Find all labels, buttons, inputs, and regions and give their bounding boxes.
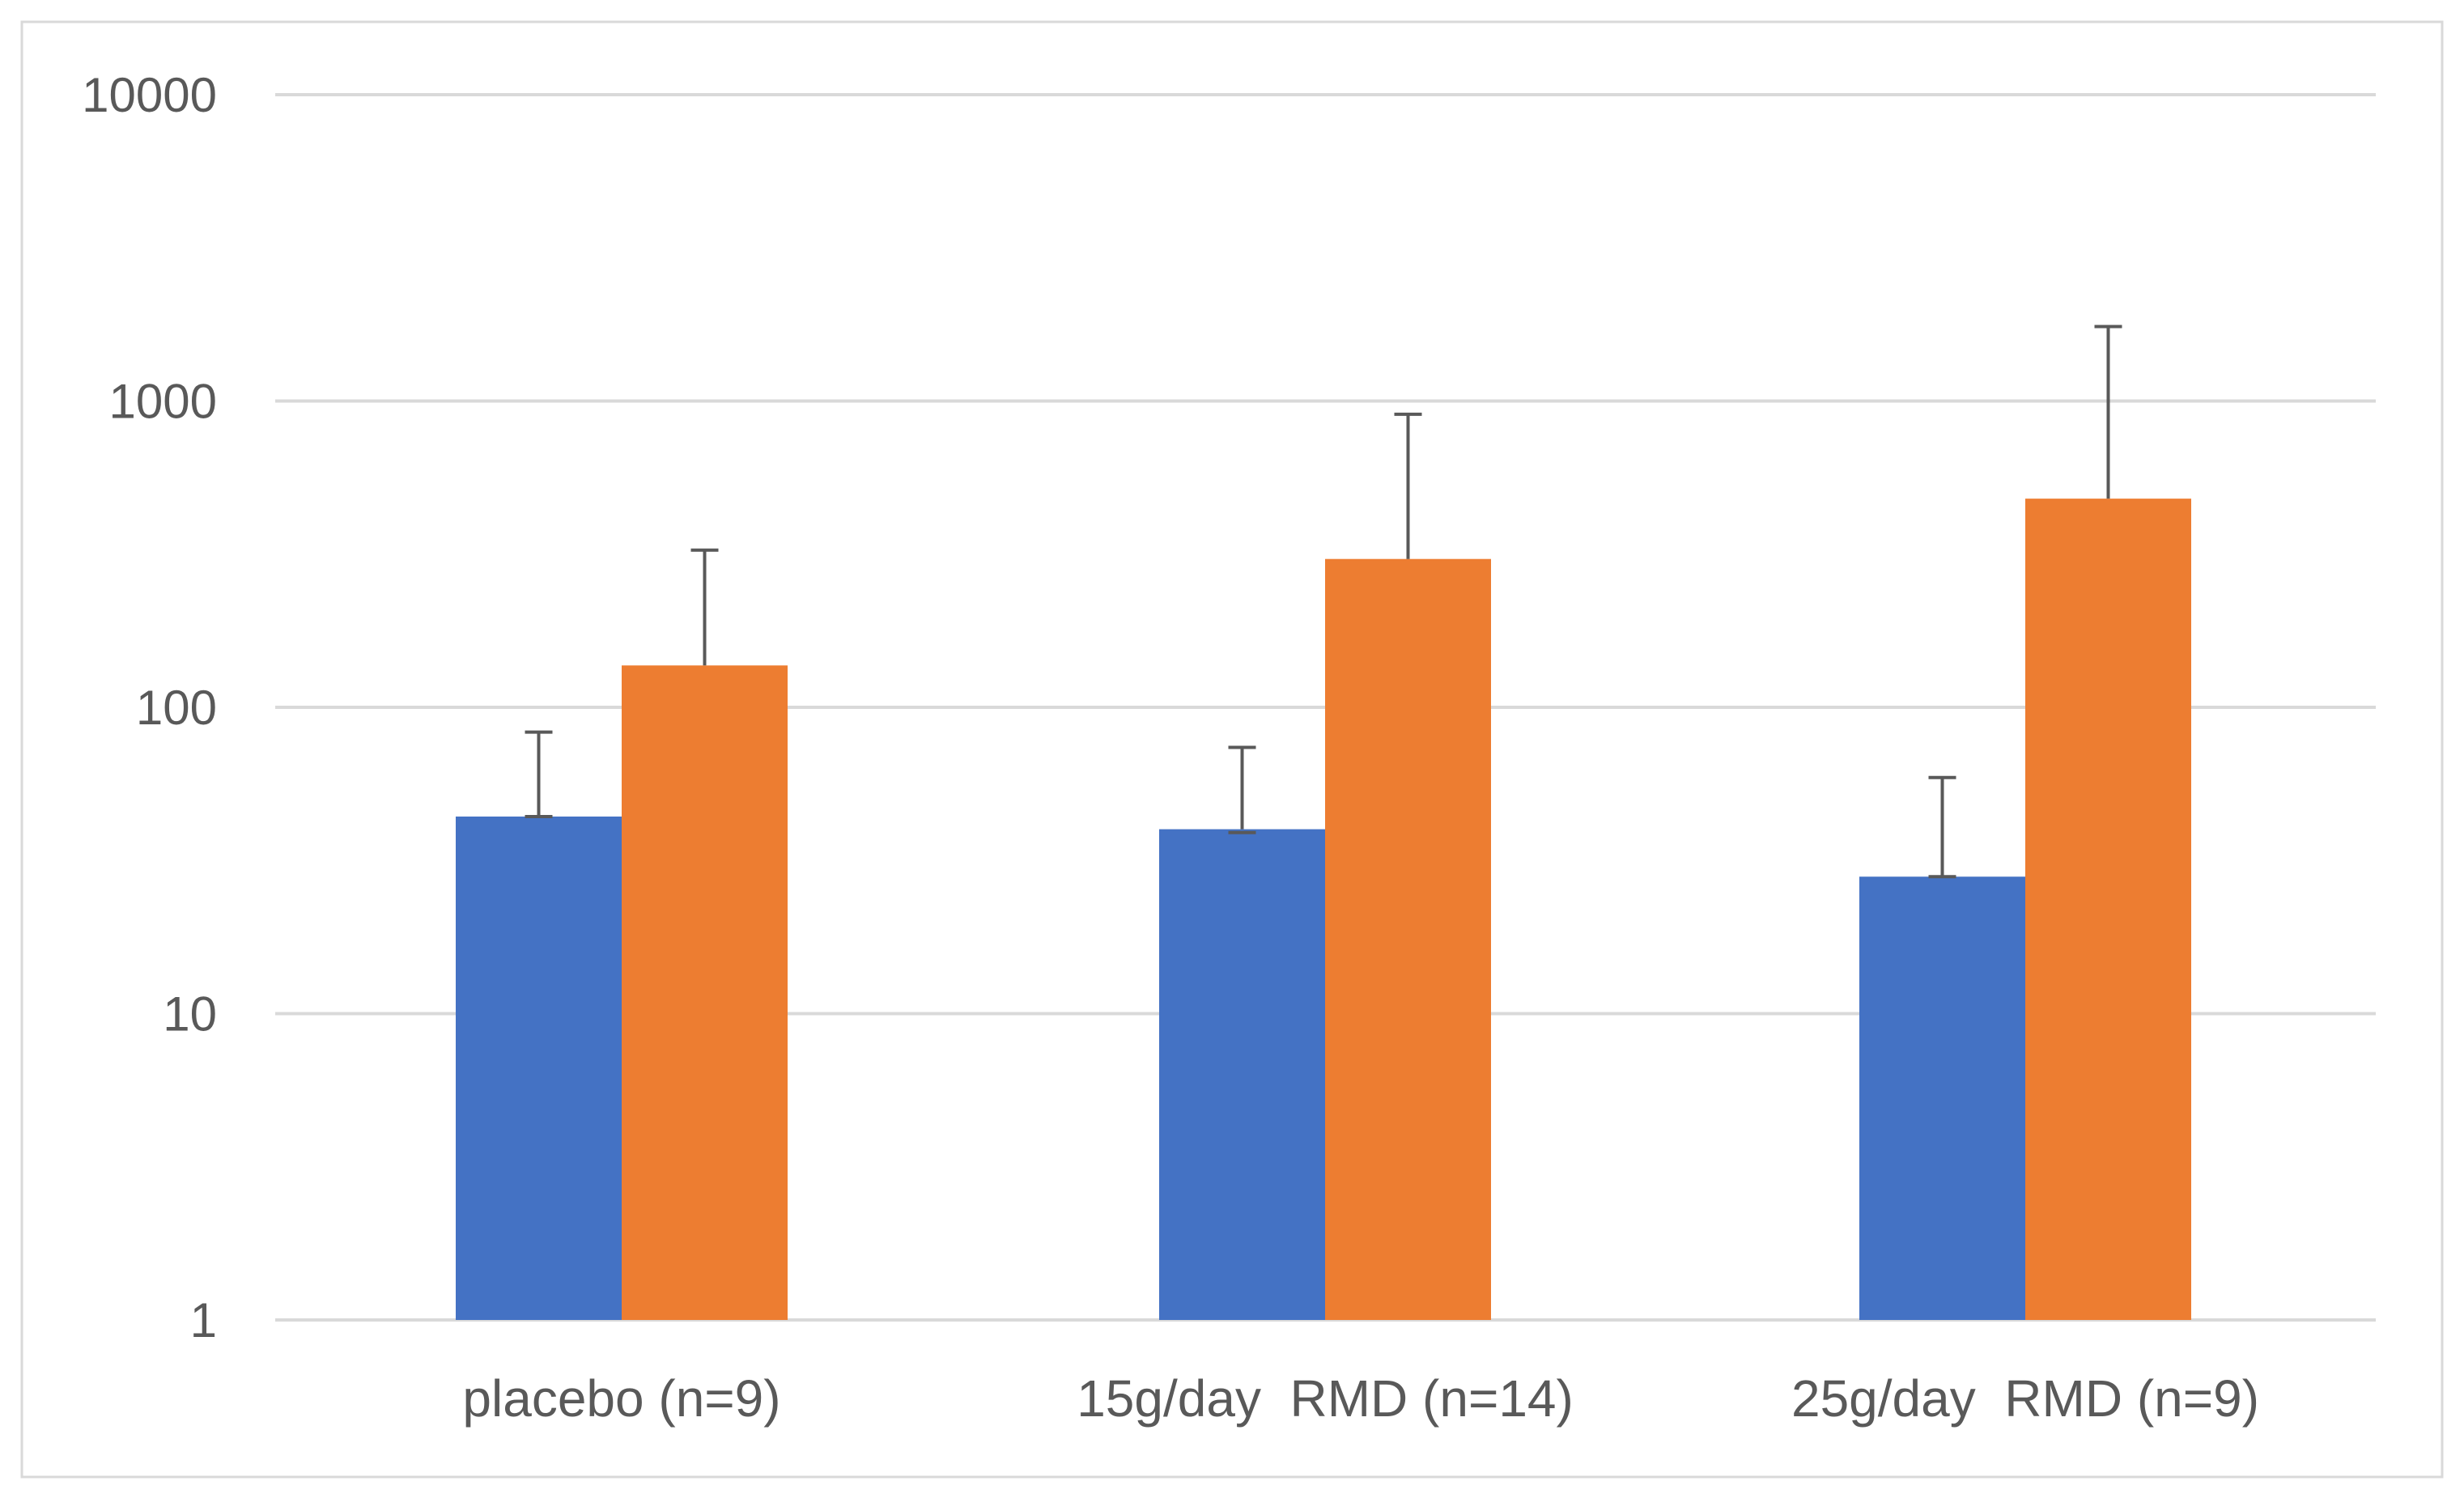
bar-series-2 — [622, 665, 788, 1320]
x-axis-categories: placebo (n=9) 15g/day RMD (n=14) 25g/day R… — [462, 1369, 2259, 1428]
y-axis-ticks: 1 10 100 1000 10000 — [82, 68, 217, 1347]
bar-series-1 — [1159, 829, 1325, 1320]
bar-series-1 — [456, 816, 622, 1320]
bar-series-2 — [1325, 558, 1491, 1320]
y-tick-label: 1 — [190, 1293, 217, 1347]
y-tick-label: 100 — [136, 681, 217, 735]
y-tick-label: 10000 — [82, 68, 217, 122]
x-category-label: 15g/day RMD (n=14) — [1077, 1369, 1574, 1428]
bar-series-2 — [2025, 499, 2191, 1320]
error-bars — [525, 325, 2122, 879]
y-tick-label: 1000 — [109, 375, 217, 429]
x-category-label: placebo (n=9) — [462, 1369, 780, 1428]
bars — [456, 499, 2191, 1320]
bar-series-1 — [1859, 876, 2025, 1320]
y-tick-label: 10 — [163, 987, 217, 1042]
x-category-label: 25g/day RMD (n=9) — [1791, 1369, 2259, 1428]
